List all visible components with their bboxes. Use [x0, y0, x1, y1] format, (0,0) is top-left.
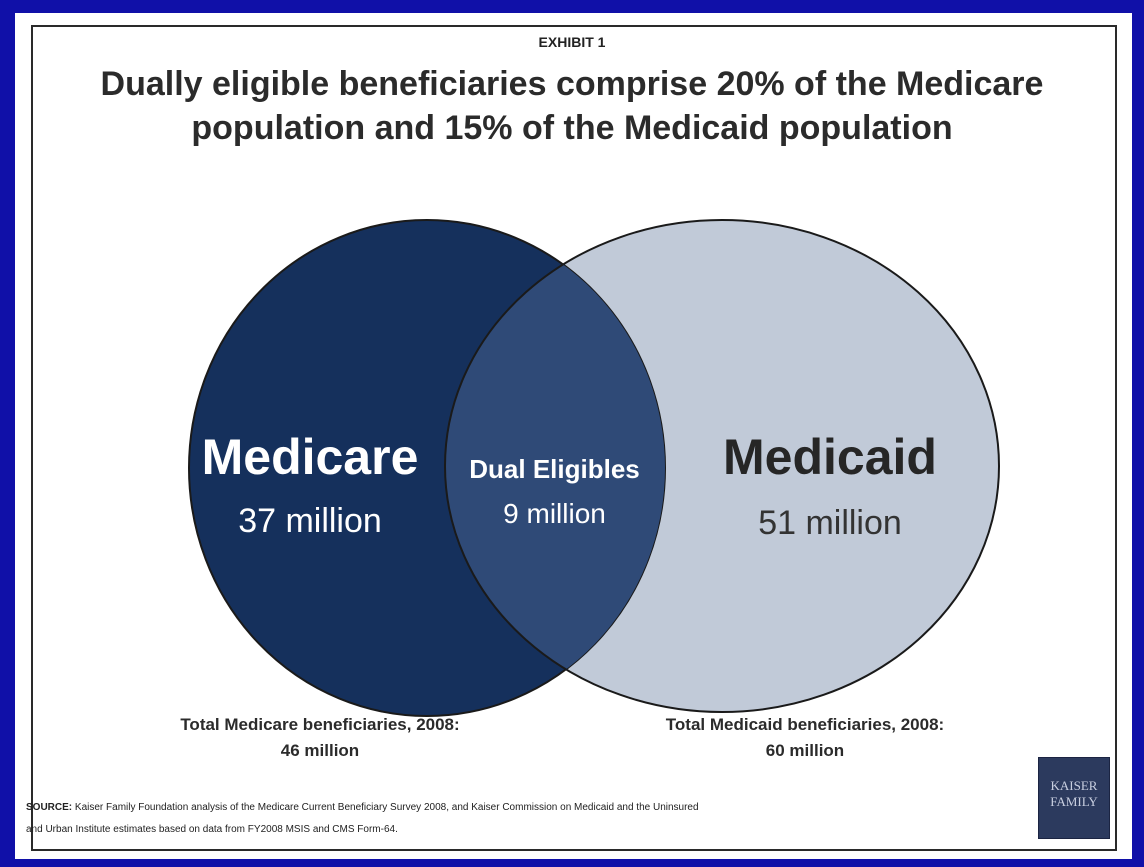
medicaid-total: Total Medicaid beneficiaries, 2008: 60 m… — [595, 712, 1015, 764]
dual-eligibles-value: 9 million — [503, 498, 606, 529]
source-line-2: and Urban Institute estimates based on d… — [26, 824, 398, 835]
kaiser-family-logo: KAISER FAMILY — [1038, 757, 1110, 839]
exhibit-label: EXHIBIT 1 — [538, 34, 606, 50]
chart-title: Dually eligible beneficiaries comprise 2… — [0, 62, 1144, 150]
logo-line-1: KAISER — [1050, 778, 1098, 793]
medicaid-total-value: 60 million — [765, 741, 845, 760]
medicare-value: 37 million — [238, 502, 382, 540]
medicaid-total-label: Total Medicaid beneficiaries, 2008: — [665, 715, 945, 734]
source-text-1: Kaiser Family Foundation analysis of the… — [74, 802, 699, 813]
medicare-label: Medicare — [201, 429, 419, 485]
title-line-2: population and 15% of the Medicaid popul… — [191, 109, 953, 147]
source-line-1: SOURCE: Kaiser Family Foundation analysi… — [26, 797, 1026, 819]
title-line-1: Dually eligible beneficiaries comprise 2… — [100, 65, 1044, 103]
medicaid-circle-outline — [444, 220, 665, 713]
medicare-total: Total Medicare beneficiaries, 2008: 46 m… — [110, 712, 530, 764]
logo-line-2: FAMILY — [1050, 794, 1098, 809]
medicare-total-label: Total Medicare beneficiaries, 2008: — [180, 715, 460, 734]
medicare-total-value: 46 million — [280, 741, 360, 760]
dual-eligibles-label: Dual Eligibles — [469, 454, 640, 484]
dual-eligibles-overlap — [445, 220, 665, 712]
source-prefix: SOURCE: — [26, 802, 73, 813]
medicaid-value: 51 million — [758, 504, 902, 542]
source-note: SOURCE: Kaiser Family Foundation analysi… — [26, 797, 1026, 841]
medicaid-label: Medicaid — [723, 429, 937, 485]
